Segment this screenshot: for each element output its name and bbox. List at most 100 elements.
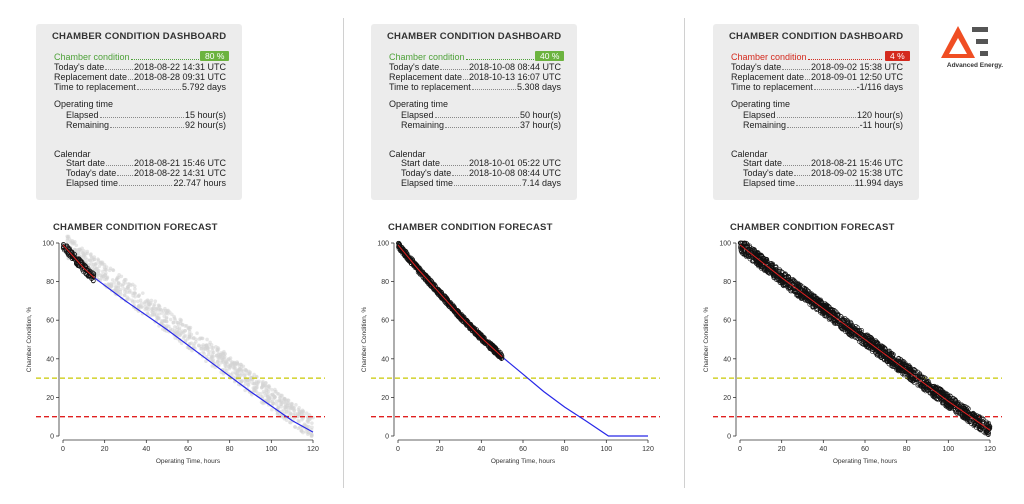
observed-point [840,317,845,322]
historical-point [99,276,104,280]
historical-point [172,314,176,319]
calendar-todays-date-value: 2018-10-08 08:44 UTC [468,168,561,178]
historical-point [73,247,77,252]
historical-point [158,307,163,312]
calendar-todays-date-row: Today's date 2018-09-02 15:38 UTC [743,168,903,178]
remaining-hours-value: 37 hour(s) [519,120,561,130]
historical-point [307,417,312,422]
historical-point [107,268,112,273]
observed-point [91,278,96,283]
remaining-hours-value: -11 hour(s) [859,120,903,130]
chamber-condition-badge: 80 % [200,51,230,61]
historical-point [268,396,272,400]
historical-point [205,337,209,342]
forecast-chart: 0 20 40 60 80 100 0 20 40 60 80 100 120 Operating Tim… [361,241,660,465]
observed-point [68,254,73,259]
historical-point [282,416,287,421]
historical-point [140,304,144,309]
observed-point [930,384,935,389]
remaining-hours-row: Remaining 92 hour(s) [66,120,226,130]
observed-point [828,316,834,321]
y-tick-label: 100 [377,241,389,248]
historical-point [171,320,176,325]
company-logo: Advanced Energy. [936,24,1014,70]
observed-point [410,259,416,265]
observed-point [772,273,778,278]
operating-time-heading: Operating time [389,99,449,109]
elapsed-hours-row: Elapsed 120 hour(s) [743,110,903,120]
historical-point [204,354,209,359]
y-tick-label: 80 [381,279,389,286]
observed-point [901,359,906,364]
historical-point [89,252,93,256]
historical-point [159,318,164,323]
observed-point [924,378,929,384]
x-tick-label: 40 [477,446,485,453]
historical-point [261,379,265,384]
observed-point [947,404,953,410]
observed-point [451,306,457,312]
historical-point [118,283,123,287]
historical-point [281,396,286,401]
observed-point [962,405,967,411]
historical-point [242,373,247,378]
historical-point [278,402,283,407]
time-to-replacement-row: Time to replacement -1/116 days [731,82,903,92]
advanced-energy-logo-icon [941,26,988,58]
historical-point [265,393,270,397]
observed-point [826,317,832,322]
observed-point [983,421,989,427]
observed-point [976,414,981,420]
calendar-heading: Calendar [54,149,91,159]
observed-point [869,346,875,352]
observed-point [888,363,894,368]
remaining-hours-row: Remaining 37 hour(s) [401,120,561,130]
observed-point [781,272,787,278]
observed-point [940,400,946,406]
historical-point [138,298,143,303]
elapsed-time-row: Elapsed time 11.994 days [743,178,903,188]
historical-point [201,350,205,354]
observed-point [811,293,816,298]
observed-point [762,268,767,273]
historical-point [255,382,260,386]
observed-point [453,309,458,314]
historical-point [105,276,110,281]
historical-point [292,406,296,410]
observed-point [422,275,427,280]
historical-point [299,429,303,433]
elapsed-time-value: 7.14 days [521,178,561,188]
observed-point [859,341,865,347]
historical-point [211,346,215,350]
historical-point [164,311,169,315]
historical-point [266,384,271,389]
x-tick-label: 60 [184,446,192,453]
observed-point [474,327,479,332]
x-tick-label: 80 [903,446,911,453]
observed-point [868,338,873,343]
historical-point [181,322,185,327]
x-tick-label: 60 [861,446,869,453]
observed-point [835,311,840,317]
historical-point [276,405,280,410]
observed-point [793,288,799,294]
y-tick-label: 0 [50,434,54,441]
historical-point [188,325,193,330]
fitted-trend-line [62,244,95,279]
observed-point [931,394,937,400]
observed-point [766,264,772,270]
historical-point [217,356,221,360]
historical-point [275,402,279,407]
observed-point [770,272,776,277]
historical-point [259,391,263,396]
panel-divider [343,18,344,488]
dashboard-title: CHAMBER CONDITION DASHBOARD [52,31,227,42]
historical-point [264,380,268,385]
observed-point [456,312,462,317]
elapsed-hours-value: 15 hour(s) [184,110,226,120]
y-tick-label: 60 [723,318,731,325]
historical-point [136,299,140,304]
historical-point [168,327,173,331]
observed-point [848,329,853,335]
chamber-condition-row: Chamber condition [389,52,541,62]
